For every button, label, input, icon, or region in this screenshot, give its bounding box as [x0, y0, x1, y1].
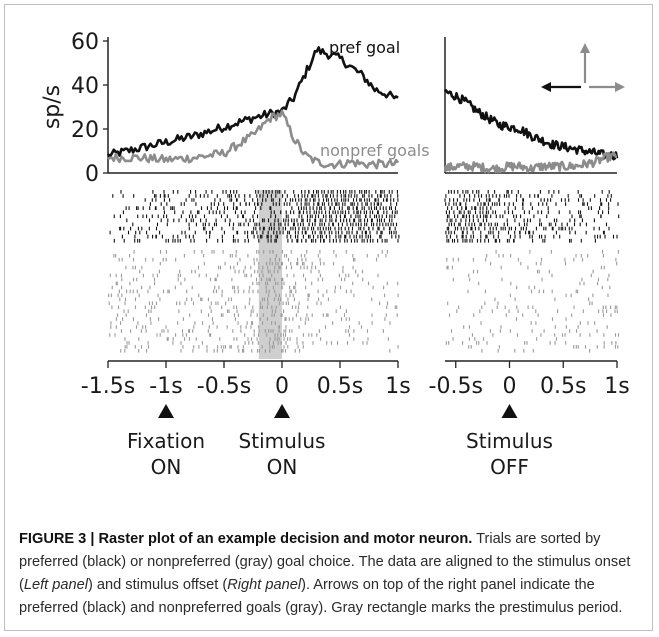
left-rate-panel: 0 20 40 60 sp/s pref goal nonpref goals	[40, 30, 430, 187]
y-tick-label: 0	[85, 162, 99, 187]
nonpref-goals-label: nonpref goals	[320, 141, 430, 160]
y-tick-label: 40	[71, 74, 99, 99]
raster-plots	[108, 190, 620, 359]
y-axis-label: sp/s	[40, 85, 65, 129]
event-label-line2: ON	[151, 455, 182, 479]
caption-title: FIGURE 3 | Raster plot of an example dec…	[19, 531, 473, 547]
x-tick-label: 1s	[385, 374, 410, 399]
event-marker-icon	[274, 404, 290, 418]
x-tick-label: 0	[275, 374, 289, 399]
nonpref-raster-left	[108, 250, 399, 353]
prestimulus-rectangle	[258, 190, 282, 359]
y-tick-label: 20	[71, 118, 99, 143]
figure-frame: 0 20 40 60 sp/s pref goal nonpref goals -1.5s -…	[4, 4, 653, 631]
x-tick-label: -1.5s	[81, 374, 135, 399]
time-axes: -1.5s -1s -0.5s 0 0.5s 1sFixationONStimulusON…	[81, 360, 630, 479]
nonpref-goals-rate-line	[107, 109, 400, 170]
caption-right-panel: Right panel	[227, 577, 302, 593]
event-label-line2: ON	[267, 455, 298, 479]
direction-arrows-icon	[541, 43, 625, 92]
event-label-line2: OFF	[490, 455, 529, 479]
pref-goal-rate-line	[443, 89, 619, 161]
nonpref-arrow-up-head	[580, 43, 590, 53]
caption-body-1: Trials are sorted by preferred (black) o…	[19, 531, 631, 593]
caption-body-2: ) and stimulus offset (	[87, 577, 228, 593]
x-tick-label: -1s	[149, 374, 182, 399]
x-tick-label: 0.5s	[317, 374, 363, 399]
x-tick-label: -0.5s	[429, 374, 483, 399]
x-tick-label: -0.5s	[197, 374, 251, 399]
event-marker-icon	[501, 404, 518, 418]
pref-goal-rate-line	[106, 46, 399, 158]
x-tick-label: 0.5s	[540, 374, 586, 399]
x-tick-label: 0	[503, 374, 517, 399]
caption-body-3: ). Arrows on top of the right panel indi…	[19, 577, 623, 616]
pref-raster-left	[109, 190, 400, 243]
caption-left-panel: Left panel	[23, 577, 88, 593]
event-label-line1: Stimulus	[239, 429, 326, 453]
x-tick-label: 1s	[604, 374, 629, 399]
nonpref-arrow-right-head	[615, 82, 625, 92]
right-rate-panel	[443, 37, 619, 174]
nonpref-raster-right	[445, 250, 620, 353]
pref-arrow-head	[541, 82, 551, 92]
event-marker-icon	[158, 404, 174, 418]
y-tick-label: 60	[71, 30, 99, 55]
event-label-line1: Stimulus	[466, 429, 553, 453]
pref-raster-right	[444, 190, 620, 243]
event-label-line1: Fixation	[127, 429, 205, 453]
figure-caption: FIGURE 3 | Raster plot of an example dec…	[19, 528, 647, 620]
pref-goal-label: pref goal	[329, 38, 400, 57]
nonpref-goals-rate-line	[443, 151, 618, 174]
